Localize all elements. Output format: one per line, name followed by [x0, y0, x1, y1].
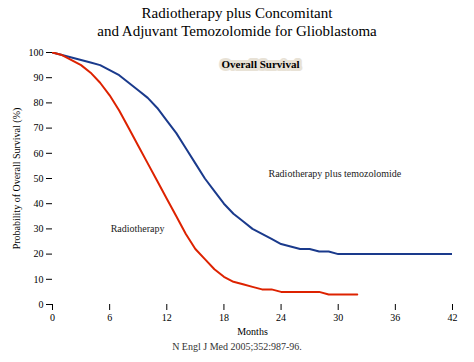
- svg-text:20: 20: [34, 248, 44, 259]
- html-text:N Engl J Med 2005;352:987-96.: N Engl J Med 2005;352:987-96.: [172, 341, 302, 352]
- svg-text:6: 6: [107, 312, 112, 323]
- svg-text:Overall Survival: Overall Survival: [222, 58, 300, 70]
- svg-text:0: 0: [39, 299, 44, 310]
- svg-text:42: 42: [448, 312, 458, 323]
- svg-text:100: 100: [29, 47, 44, 58]
- html-text:Radiotherapy plus Concomitant: Radiotherapy plus Concomitant: [141, 5, 333, 21]
- svg-text:30: 30: [34, 223, 44, 234]
- svg-text:24: 24: [276, 312, 286, 323]
- svg-text:Probability of Overall Surviva: Probability of Overall Survival (%): [11, 108, 23, 250]
- svg-text:Months: Months: [237, 326, 268, 337]
- svg-text:Radiotherapy plus temozolomide: Radiotherapy plus temozolomide: [269, 168, 402, 179]
- svg-text:80: 80: [34, 97, 44, 108]
- svg-text:60: 60: [34, 148, 44, 159]
- svg-text:0: 0: [50, 312, 55, 323]
- svg-text:40: 40: [34, 198, 44, 209]
- svg-text:12: 12: [162, 312, 172, 323]
- svg-text:70: 70: [34, 122, 44, 133]
- svg-text:10: 10: [34, 274, 44, 285]
- html-text:and Adjuvant Temozolomide for: and Adjuvant Temozolomide for Glioblasto…: [97, 23, 377, 39]
- svg-text:36: 36: [390, 312, 400, 323]
- svg-text:18: 18: [219, 312, 229, 323]
- svg-text:30: 30: [333, 312, 343, 323]
- svg-text:50: 50: [34, 173, 44, 184]
- svg-text:90: 90: [34, 72, 44, 83]
- svg-text:Radiotherapy: Radiotherapy: [111, 223, 165, 234]
